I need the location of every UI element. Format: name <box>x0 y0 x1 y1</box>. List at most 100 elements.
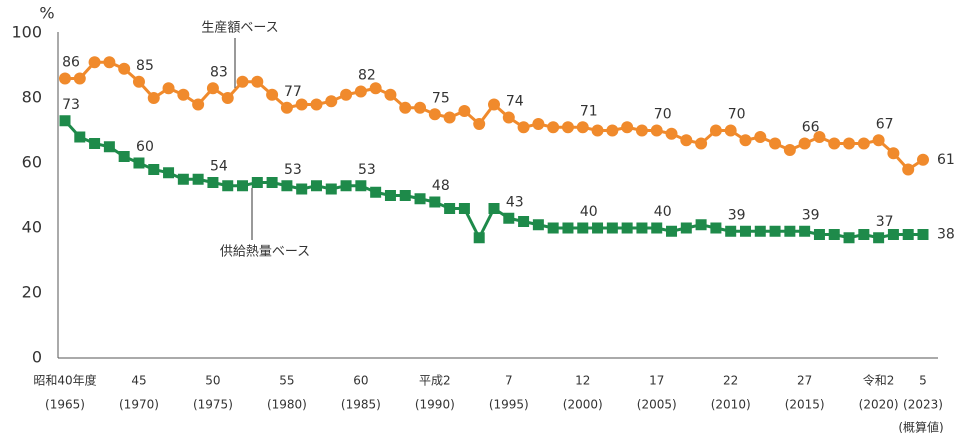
data-label: 54 <box>210 159 228 175</box>
data-label: 60 <box>136 139 154 155</box>
x-tick-label: 5 <box>919 374 927 388</box>
marker <box>103 141 115 153</box>
marker <box>118 151 130 162</box>
x-tick-label: 令和2 <box>863 373 895 388</box>
marker <box>295 98 308 111</box>
marker <box>650 124 663 137</box>
marker <box>473 232 485 244</box>
marker <box>798 137 811 150</box>
marker <box>266 177 278 188</box>
marker <box>266 88 279 101</box>
marker <box>754 225 766 237</box>
data-label: 82 <box>358 68 376 84</box>
marker <box>354 85 367 98</box>
marker <box>813 131 826 143</box>
marker <box>917 153 929 166</box>
marker <box>414 101 427 114</box>
x-tick-label: 60 <box>353 374 368 388</box>
marker <box>458 203 470 214</box>
data-label: 66 <box>802 120 820 136</box>
marker <box>739 225 751 237</box>
marker <box>340 180 352 192</box>
y-tick-label: 40 <box>22 218 42 237</box>
marker <box>370 186 382 198</box>
marker <box>503 212 515 224</box>
data-label: 77 <box>284 84 302 100</box>
marker <box>666 225 678 237</box>
marker <box>532 118 545 130</box>
x-tick-label: 12 <box>575 374 590 388</box>
marker <box>576 121 589 134</box>
data-label: 53 <box>284 162 302 178</box>
x-tick-label: 17 <box>649 374 664 388</box>
data-label: 40 <box>580 204 598 220</box>
marker <box>147 92 160 104</box>
marker <box>872 134 885 147</box>
data-label: 61 <box>937 152 955 168</box>
marker <box>280 101 293 114</box>
marker <box>532 219 544 231</box>
x-tick-label: (2020) <box>859 398 899 412</box>
data-label: 39 <box>802 207 820 223</box>
marker <box>547 121 560 134</box>
x-tick-label: (2015) <box>785 398 825 412</box>
marker <box>251 75 264 88</box>
marker <box>857 137 870 150</box>
marker <box>502 111 515 124</box>
marker <box>443 111 456 124</box>
x-tick-label: 55 <box>279 374 294 388</box>
data-label: 38 <box>937 227 955 243</box>
marker <box>858 229 870 240</box>
marker <box>59 115 71 127</box>
marker <box>74 131 86 143</box>
marker <box>695 137 708 150</box>
marker <box>103 56 116 69</box>
y-axis-label: % <box>39 4 54 23</box>
marker <box>89 138 101 149</box>
marker <box>177 173 189 185</box>
marker <box>325 95 338 108</box>
x-tick-label: 22 <box>723 374 738 388</box>
y-tick-label: 100 <box>11 23 42 42</box>
data-label: 43 <box>506 194 524 210</box>
marker <box>710 222 722 234</box>
marker <box>828 137 841 150</box>
marker <box>384 88 397 101</box>
marker <box>680 134 693 147</box>
x-tick-label: (1965) <box>45 398 85 412</box>
series-label: 供給熱量ベース <box>220 245 310 260</box>
marker <box>192 98 205 111</box>
marker <box>725 225 737 237</box>
marker <box>754 131 767 143</box>
marker <box>355 180 367 192</box>
data-label: 85 <box>136 58 154 74</box>
data-label: 86 <box>62 55 80 71</box>
data-label: 74 <box>506 94 524 110</box>
marker <box>561 121 574 134</box>
marker <box>399 101 412 114</box>
data-label: 48 <box>432 178 450 194</box>
marker <box>73 72 86 85</box>
data-label: 39 <box>728 207 746 223</box>
series-label: 生産額ベース <box>201 20 278 36</box>
y-tick-label: 80 <box>22 88 42 107</box>
x-tick-label: (1975) <box>193 398 233 412</box>
marker <box>592 222 604 234</box>
marker <box>606 222 618 234</box>
data-label: 70 <box>728 107 746 123</box>
marker <box>902 229 914 240</box>
y-tick-label: 0 <box>32 348 42 367</box>
marker <box>902 163 915 176</box>
annotation: (概算値) <box>898 420 943 433</box>
marker <box>88 56 101 69</box>
marker <box>222 180 234 192</box>
y-tick-label: 60 <box>22 153 42 172</box>
x-tick-label: 昭和40年度 <box>33 373 96 388</box>
marker <box>133 157 145 169</box>
marker <box>873 232 885 244</box>
data-label: 53 <box>358 162 376 178</box>
x-tick-label: 45 <box>131 374 146 388</box>
marker <box>843 137 856 150</box>
marker <box>887 229 899 240</box>
marker <box>843 232 855 244</box>
